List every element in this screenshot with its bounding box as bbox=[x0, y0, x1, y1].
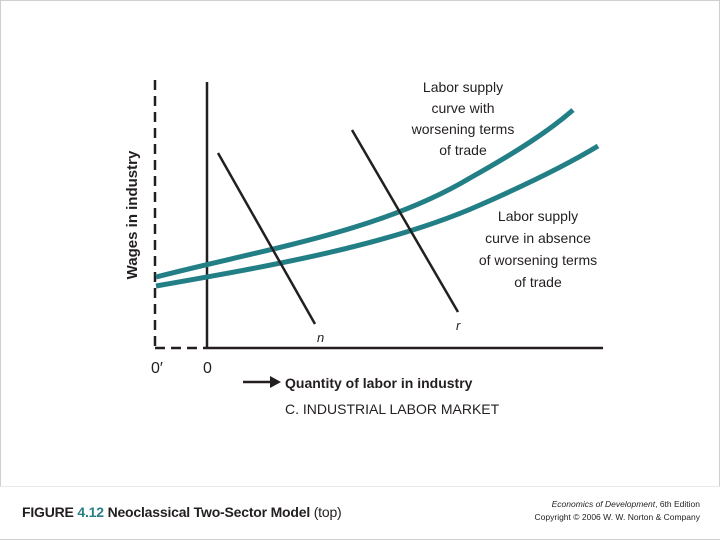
figure-caption: FIGURE 4.12 Neoclassical Two-Sector Mode… bbox=[22, 504, 342, 520]
supply-absent-line-3: of worsening terms bbox=[479, 252, 597, 268]
demand-curve-r bbox=[350, 129, 460, 313]
x-axis-label: Quantity of labor in industry bbox=[285, 375, 473, 391]
supply-worsening-annotation: Labor supply curve with worsening terms … bbox=[411, 79, 515, 158]
supply-curve-worsening bbox=[155, 108, 575, 280]
publisher-credit: Economics of Development, 6th Edition Co… bbox=[535, 498, 700, 524]
supply-absent-line-4: of trade bbox=[514, 274, 562, 290]
copyright-text: Copyright © 2006 W. W. Norton & Company bbox=[534, 512, 700, 522]
supply-worsening-line-4: of trade bbox=[439, 142, 487, 158]
panel-label: C. INDUSTRIAL LABOR MARKET bbox=[285, 401, 500, 417]
supply-absent-annotation: Labor supply curve in absence of worseni… bbox=[479, 208, 597, 290]
figure-number: 4.12 bbox=[77, 504, 104, 520]
y-axis-label: Wages in industry bbox=[124, 150, 141, 279]
supply-curve-absent bbox=[155, 143, 600, 289]
figure-label: FIGURE bbox=[22, 504, 74, 520]
figure-title-suffix: (top) bbox=[313, 504, 342, 520]
origin-label: 0 bbox=[203, 360, 212, 377]
demand-r-label: r bbox=[456, 318, 461, 333]
supply-absent-line-2: curve in absence bbox=[485, 230, 591, 246]
shift-arrow-icon bbox=[270, 376, 281, 388]
caption-bar bbox=[0, 486, 720, 539]
supply-worsening-line-1: Labor supply bbox=[423, 79, 503, 95]
supply-absent-line-1: Labor supply bbox=[498, 208, 578, 224]
shifted-origin-label: 0′ bbox=[151, 360, 163, 377]
demand-n-label: n bbox=[317, 330, 324, 345]
book-edition: , 6th Edition bbox=[655, 499, 700, 509]
book-title: Economics of Development bbox=[551, 499, 656, 509]
supply-worsening-line-2: curve with bbox=[431, 100, 494, 116]
demand-curve-n bbox=[216, 152, 317, 325]
figure-title: Neoclassical Two-Sector Model bbox=[107, 504, 311, 520]
supply-worsening-line-3: worsening terms bbox=[411, 121, 515, 137]
